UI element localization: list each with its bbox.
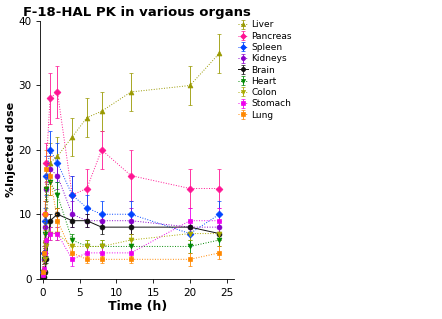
- Legend: Liver, Pancreas, Spleen, Kidneys, Brain, Heart, Colon, Stomach, Lung: Liver, Pancreas, Spleen, Kidneys, Brain,…: [237, 20, 292, 120]
- X-axis label: Time (h): Time (h): [108, 300, 167, 314]
- Y-axis label: %Injected dose: %Injected dose: [6, 102, 15, 197]
- Title: F-18-HAL PK in various organs: F-18-HAL PK in various organs: [23, 5, 251, 19]
